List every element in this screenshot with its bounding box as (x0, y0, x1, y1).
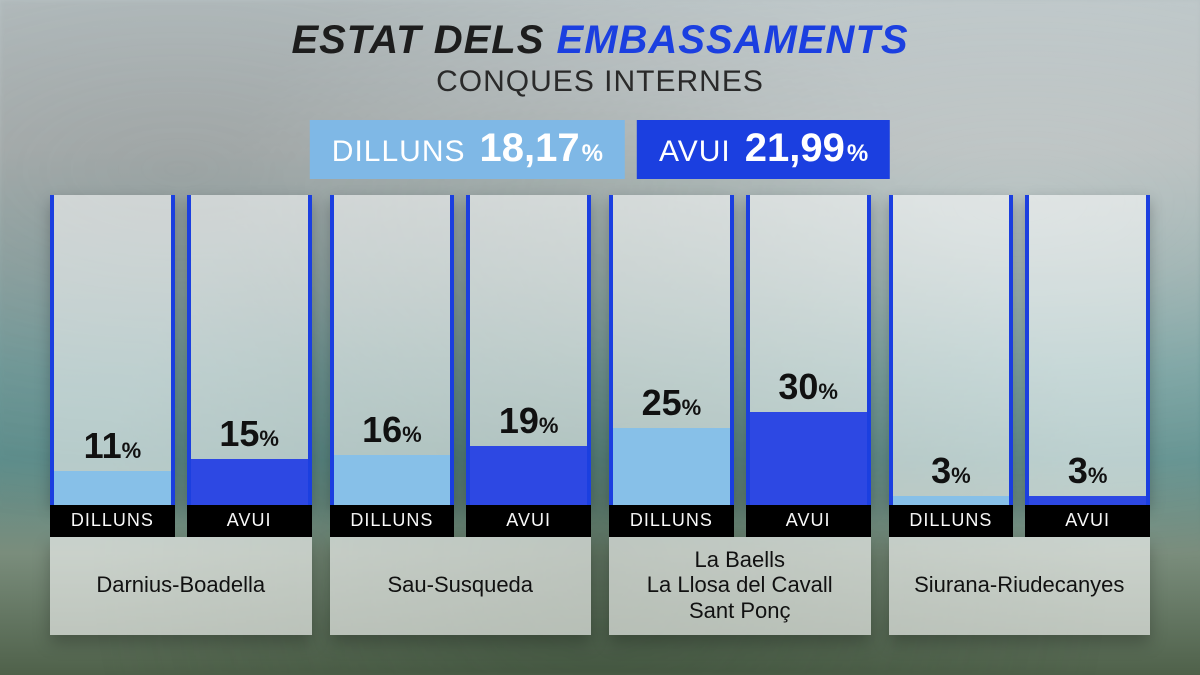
summary-name: AVUI (659, 135, 731, 169)
bar-fill (334, 455, 451, 505)
bar-value-label: 19% (470, 400, 587, 442)
subtitle: CONQUES INTERNES (0, 65, 1200, 99)
bar-value-label: 30% (750, 366, 867, 408)
bar-fill (613, 428, 730, 506)
bar-outer: 30% (746, 195, 871, 505)
bar-fill (54, 471, 171, 505)
summary-row: DILLUNS 18,17% AVUI 21,99% (310, 120, 890, 179)
bar-tag-light: DILLUNS (50, 505, 175, 537)
bar-tag-light: DILLUNS (609, 505, 734, 537)
bar-column-light: 11% DILLUNS (50, 195, 175, 537)
bars-row: 25% DILLUNS 30% AVUI (609, 195, 871, 537)
summary-box-avui: AVUI 21,99% (637, 120, 890, 179)
bar-column-dark: 30% AVUI (746, 195, 871, 537)
bar-fill (1029, 496, 1146, 505)
bar-column-light: 16% DILLUNS (330, 195, 455, 537)
bar-outer: 16% (330, 195, 455, 505)
main-title: ESTAT DELS EMBASSAMENTS (0, 18, 1200, 63)
bar-value-label: 3% (1029, 450, 1146, 492)
bar-fill (893, 496, 1010, 505)
bar-outer: 19% (466, 195, 591, 505)
bar-column-dark: 19% AVUI (466, 195, 591, 537)
summary-box-dilluns: DILLUNS 18,17% (310, 120, 625, 179)
bar-column-light: 25% DILLUNS (609, 195, 734, 537)
summary-value: 21,99 (745, 126, 845, 171)
bar-column-dark: 3% AVUI (1025, 195, 1150, 537)
summary-unit: % (582, 140, 603, 168)
bar-column-light: 3% DILLUNS (889, 195, 1014, 537)
group-label: Siurana-Riudecanyes (889, 537, 1151, 635)
bar-fill (750, 412, 867, 505)
bar-tag-dark: AVUI (1025, 505, 1150, 537)
summary-value: 18,17 (480, 126, 580, 171)
bar-fill (191, 459, 308, 506)
bar-outer: 15% (187, 195, 312, 505)
summary-unit: % (847, 140, 868, 168)
reservoir-group: 25% DILLUNS 30% AVUILa BaellsLa Llosa del C… (609, 195, 871, 635)
reservoir-group: 16% DILLUNS 19% AVUISau-Susqueda (330, 195, 592, 635)
title-prefix: ESTAT DELS (291, 18, 556, 62)
bar-value-label: 3% (893, 450, 1010, 492)
reservoir-group: 3% DILLUNS 3% AVUISiurana-Riudecanyes (889, 195, 1151, 635)
infographic-stage: ESTAT DELS EMBASSAMENTS CONQUES INTERNES… (0, 0, 1200, 675)
bar-value-label: 16% (334, 409, 451, 451)
bar-outer: 11% (50, 195, 175, 505)
title-highlight: EMBASSAMENTS (557, 18, 909, 62)
bar-fill (470, 446, 587, 505)
reservoir-group: 11% DILLUNS 15% AVUIDarnius-Boadella (50, 195, 312, 635)
bar-tag-dark: AVUI (466, 505, 591, 537)
summary-name: DILLUNS (332, 135, 466, 169)
bar-outer: 25% (609, 195, 734, 505)
bar-column-dark: 15% AVUI (187, 195, 312, 537)
bar-tag-light: DILLUNS (889, 505, 1014, 537)
bar-value-label: 11% (54, 425, 171, 467)
group-label: Darnius-Boadella (50, 537, 312, 635)
chart-area: 11%DILLUNS15%AVUIDarnius-Boadella16%DILL… (50, 195, 1150, 635)
bar-value-label: 25% (613, 382, 730, 424)
group-label: Sau-Susqueda (330, 537, 592, 635)
bars-row: 3% DILLUNS 3% AVUI (889, 195, 1151, 537)
title-block: ESTAT DELS EMBASSAMENTS CONQUES INTERNES (0, 18, 1200, 99)
bar-tag-light: DILLUNS (330, 505, 455, 537)
bar-tag-dark: AVUI (187, 505, 312, 537)
bars-row: 11% DILLUNS 15% AVUI (50, 195, 312, 537)
group-label: La BaellsLa Llosa del CavallSant Ponç (609, 537, 871, 635)
bar-outer: 3% (1025, 195, 1150, 505)
bars-row: 16% DILLUNS 19% AVUI (330, 195, 592, 537)
bar-tag-dark: AVUI (746, 505, 871, 537)
bar-value-label: 15% (191, 413, 308, 455)
bar-outer: 3% (889, 195, 1014, 505)
